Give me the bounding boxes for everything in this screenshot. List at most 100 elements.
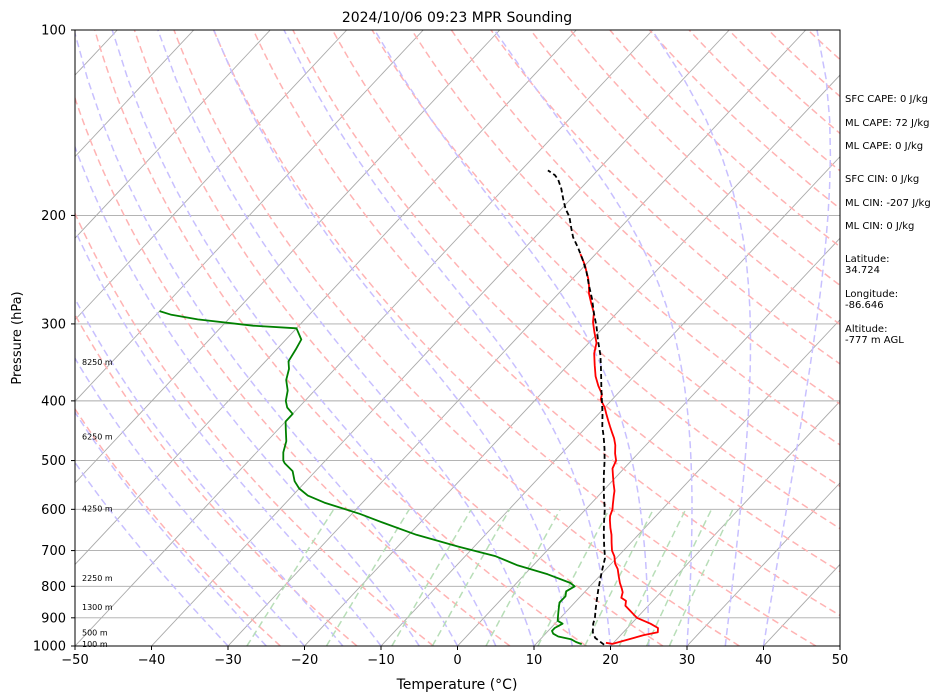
- mixing-ratio-line: [618, 508, 687, 646]
- x-tick-label: −20: [291, 653, 318, 668]
- y-axis-label: Pressure (hPa): [10, 291, 25, 384]
- dry-adiabat-line: [728, 30, 840, 135]
- height-label: 1300 m: [82, 603, 113, 612]
- x-tick-label: −10: [367, 653, 394, 668]
- y-tick-label: 800: [41, 580, 66, 595]
- dry-adiabat-line: [173, 30, 740, 646]
- dry-adiabat-line: [331, 30, 840, 530]
- stat-annotation: 34.724: [845, 265, 880, 276]
- x-tick-label: 0: [453, 653, 461, 668]
- moist-adiabat-line: [651, 30, 752, 646]
- dry-adiabat-line: [450, 30, 840, 406]
- moist-adiabat-line: [493, 30, 693, 646]
- y-tick-label: 500: [41, 454, 66, 469]
- stat-annotation: Longitude:: [845, 289, 898, 300]
- height-label: 8250 m: [82, 358, 113, 367]
- axis-ticks: −50 −40 −30 −20 −10 0 10 20 30 40 50 100 200 300 400 50…: [33, 24, 848, 669]
- y-tick-label: 700: [41, 544, 66, 559]
- dry-adiabat-line: [252, 30, 840, 617]
- dry-adiabat-line: [648, 30, 840, 210]
- mixing-ratio-line: [391, 508, 472, 646]
- y-tick-label: 1000: [33, 640, 66, 655]
- x-tick-label: −40: [138, 653, 165, 668]
- isotherm-line: [457, 237, 840, 646]
- isotherm-line: [533, 319, 840, 646]
- dry-adiabat-line: [94, 30, 587, 646]
- moist-adiabat-line: [213, 30, 574, 646]
- x-axis-label: Temperature (°C): [396, 677, 518, 693]
- isotherm-line: [75, 30, 424, 402]
- x-tick-label: 40: [755, 653, 772, 668]
- mixing-ratio-line: [645, 508, 713, 646]
- dry-adiabat-line: [371, 30, 840, 488]
- dry-adiabat-line: [75, 313, 358, 646]
- sounding-series-line: [159, 310, 583, 645]
- moist-adiabat-line: [75, 144, 420, 646]
- moist-adiabat-line: [75, 356, 306, 646]
- x-tick-label: 20: [602, 653, 619, 668]
- x-tick-label: −30: [214, 653, 241, 668]
- mixing-ratio-line: [584, 508, 655, 646]
- stats-annotations: SFC CAPE: 0 J/kg ML CAPE: 72 J/kg ML CAPE:…: [845, 94, 931, 346]
- mixing-ratio-line: [537, 508, 610, 646]
- stat-annotation: ML CAPE: 72 J/kg: [845, 118, 929, 129]
- stat-annotation: SFC CAPE: 0 J/kg: [845, 94, 928, 105]
- moist-adiabat-line: [75, 297, 344, 646]
- dry-adiabat-line: [75, 95, 511, 646]
- height-label: 4250 m: [82, 504, 113, 513]
- moist-adiabat-line: [762, 30, 832, 646]
- isotherm-line: [380, 155, 840, 646]
- x-tick-label: 30: [679, 653, 696, 668]
- mixing-ratio-line: [668, 508, 734, 646]
- x-tick-label: −50: [61, 653, 88, 668]
- x-tick-label: 10: [526, 653, 543, 668]
- moist-adiabat-line: [75, 461, 229, 646]
- isotherm-line: [75, 30, 195, 158]
- mixing-ratio-line: [246, 508, 335, 646]
- mixing-ratio-line: [431, 508, 511, 646]
- stat-annotation: -86.646: [845, 300, 884, 311]
- dry-adiabat-line: [75, 211, 434, 646]
- isotherm-line: [75, 30, 501, 484]
- moist-adiabat-line: [75, 228, 382, 646]
- height-label: 100 m: [82, 640, 108, 649]
- plot-frame: [74, 29, 841, 647]
- dry-adiabat-line: [411, 30, 840, 446]
- stat-annotation: ML CAPE: 0 J/kg: [845, 141, 923, 152]
- height-label: 500 m: [82, 628, 108, 637]
- isotherm-line: [75, 30, 348, 321]
- moist-adiabat-line: [373, 30, 650, 646]
- y-tick-label: 600: [41, 503, 66, 518]
- moist-adiabat-line: [157, 30, 535, 646]
- height-label: 2250 m: [82, 574, 113, 583]
- y-tick-label: 900: [41, 611, 66, 626]
- isotherm-line: [151, 30, 730, 646]
- dry-adiabat-line: [133, 30, 664, 646]
- sounding-series-line: [547, 169, 606, 646]
- mixing-ratio-line: [485, 508, 561, 646]
- stat-annotation: -777 m AGL: [845, 335, 904, 346]
- moist-adiabat-line: [111, 30, 497, 646]
- sounding-series-line: [579, 253, 659, 645]
- stat-annotation: ML CIN: 0 J/kg: [845, 221, 914, 232]
- isotherm-line: [304, 74, 840, 646]
- stat-annotation: Latitude:: [845, 254, 890, 265]
- moist-adiabat-line: [75, 30, 459, 646]
- dry-adiabat-line: [212, 30, 817, 646]
- stat-annotation: SFC CIN: 0 J/kg: [845, 174, 919, 185]
- x-tick-label: 50: [832, 653, 849, 668]
- dry-adiabat-line: [490, 30, 840, 365]
- dry-adiabat-line: [569, 30, 840, 287]
- isotherm-line: [227, 30, 807, 646]
- y-tick-label: 300: [41, 317, 66, 332]
- isotherm-line: [610, 400, 840, 646]
- y-tick-label: 200: [41, 209, 66, 224]
- isotherm-line: [75, 30, 577, 566]
- y-tick-label: 400: [41, 394, 66, 409]
- moist-adiabat-line: [75, 410, 267, 646]
- height-label: 6250 m: [82, 433, 113, 442]
- isotherm-line: [686, 482, 840, 646]
- isotherm-line: [75, 30, 271, 239]
- stat-annotation: Altitude:: [845, 324, 887, 335]
